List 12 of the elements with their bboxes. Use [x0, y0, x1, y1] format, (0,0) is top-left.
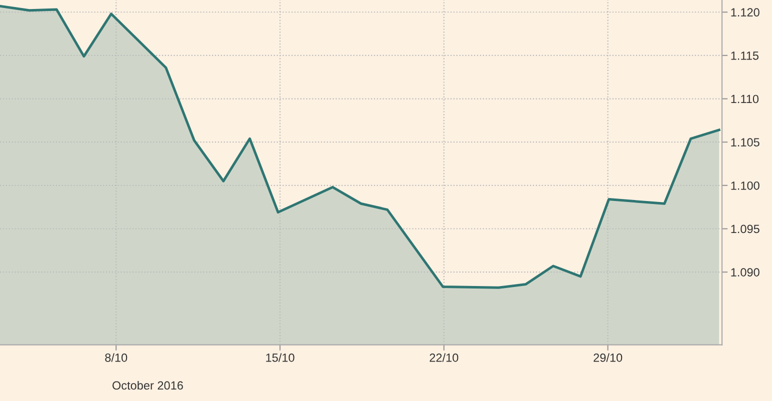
y-tick-label: 1.120: [731, 8, 760, 17]
y-tick-label: 1.090: [731, 268, 760, 276]
x-tick-label: 15/10: [266, 353, 294, 362]
y-tick-label: 1.095: [731, 224, 760, 234]
y-tick-label: 1.115: [731, 52, 759, 60]
y-tick-label: 1.105: [731, 138, 760, 146]
x-tick-label: 8/10: [105, 353, 128, 362]
x-tick-label: 29/10: [594, 353, 622, 362]
y-tick-label: 1.100: [731, 181, 760, 190]
y-tick-label: 1.110: [731, 94, 759, 104]
x-tick-label: 22/10: [430, 353, 458, 362]
text: October 2016: [112, 380, 183, 390]
